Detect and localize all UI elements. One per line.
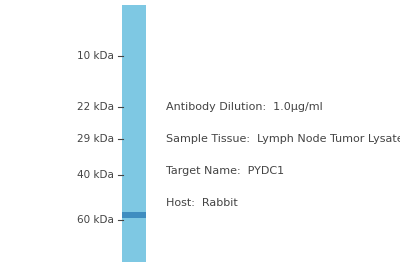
Text: 60 kDa: 60 kDa	[77, 215, 114, 225]
Bar	[122, 211, 146, 218]
Text: 10 kDa: 10 kDa	[77, 51, 114, 61]
Text: Antibody Dilution:  1.0μg/ml: Antibody Dilution: 1.0μg/ml	[166, 102, 323, 112]
Text: Host:  Rabbit: Host: Rabbit	[166, 198, 238, 208]
Text: Sample Tissue:  Lymph Node Tumor Lysate: Sample Tissue: Lymph Node Tumor Lysate	[166, 134, 400, 144]
Text: 29 kDa: 29 kDa	[77, 134, 114, 144]
Text: 40 kDa: 40 kDa	[77, 170, 114, 180]
Text: Target Name:  PYDC1: Target Name: PYDC1	[166, 166, 284, 176]
Bar	[122, 5, 146, 262]
Text: 22 kDa: 22 kDa	[77, 102, 114, 112]
